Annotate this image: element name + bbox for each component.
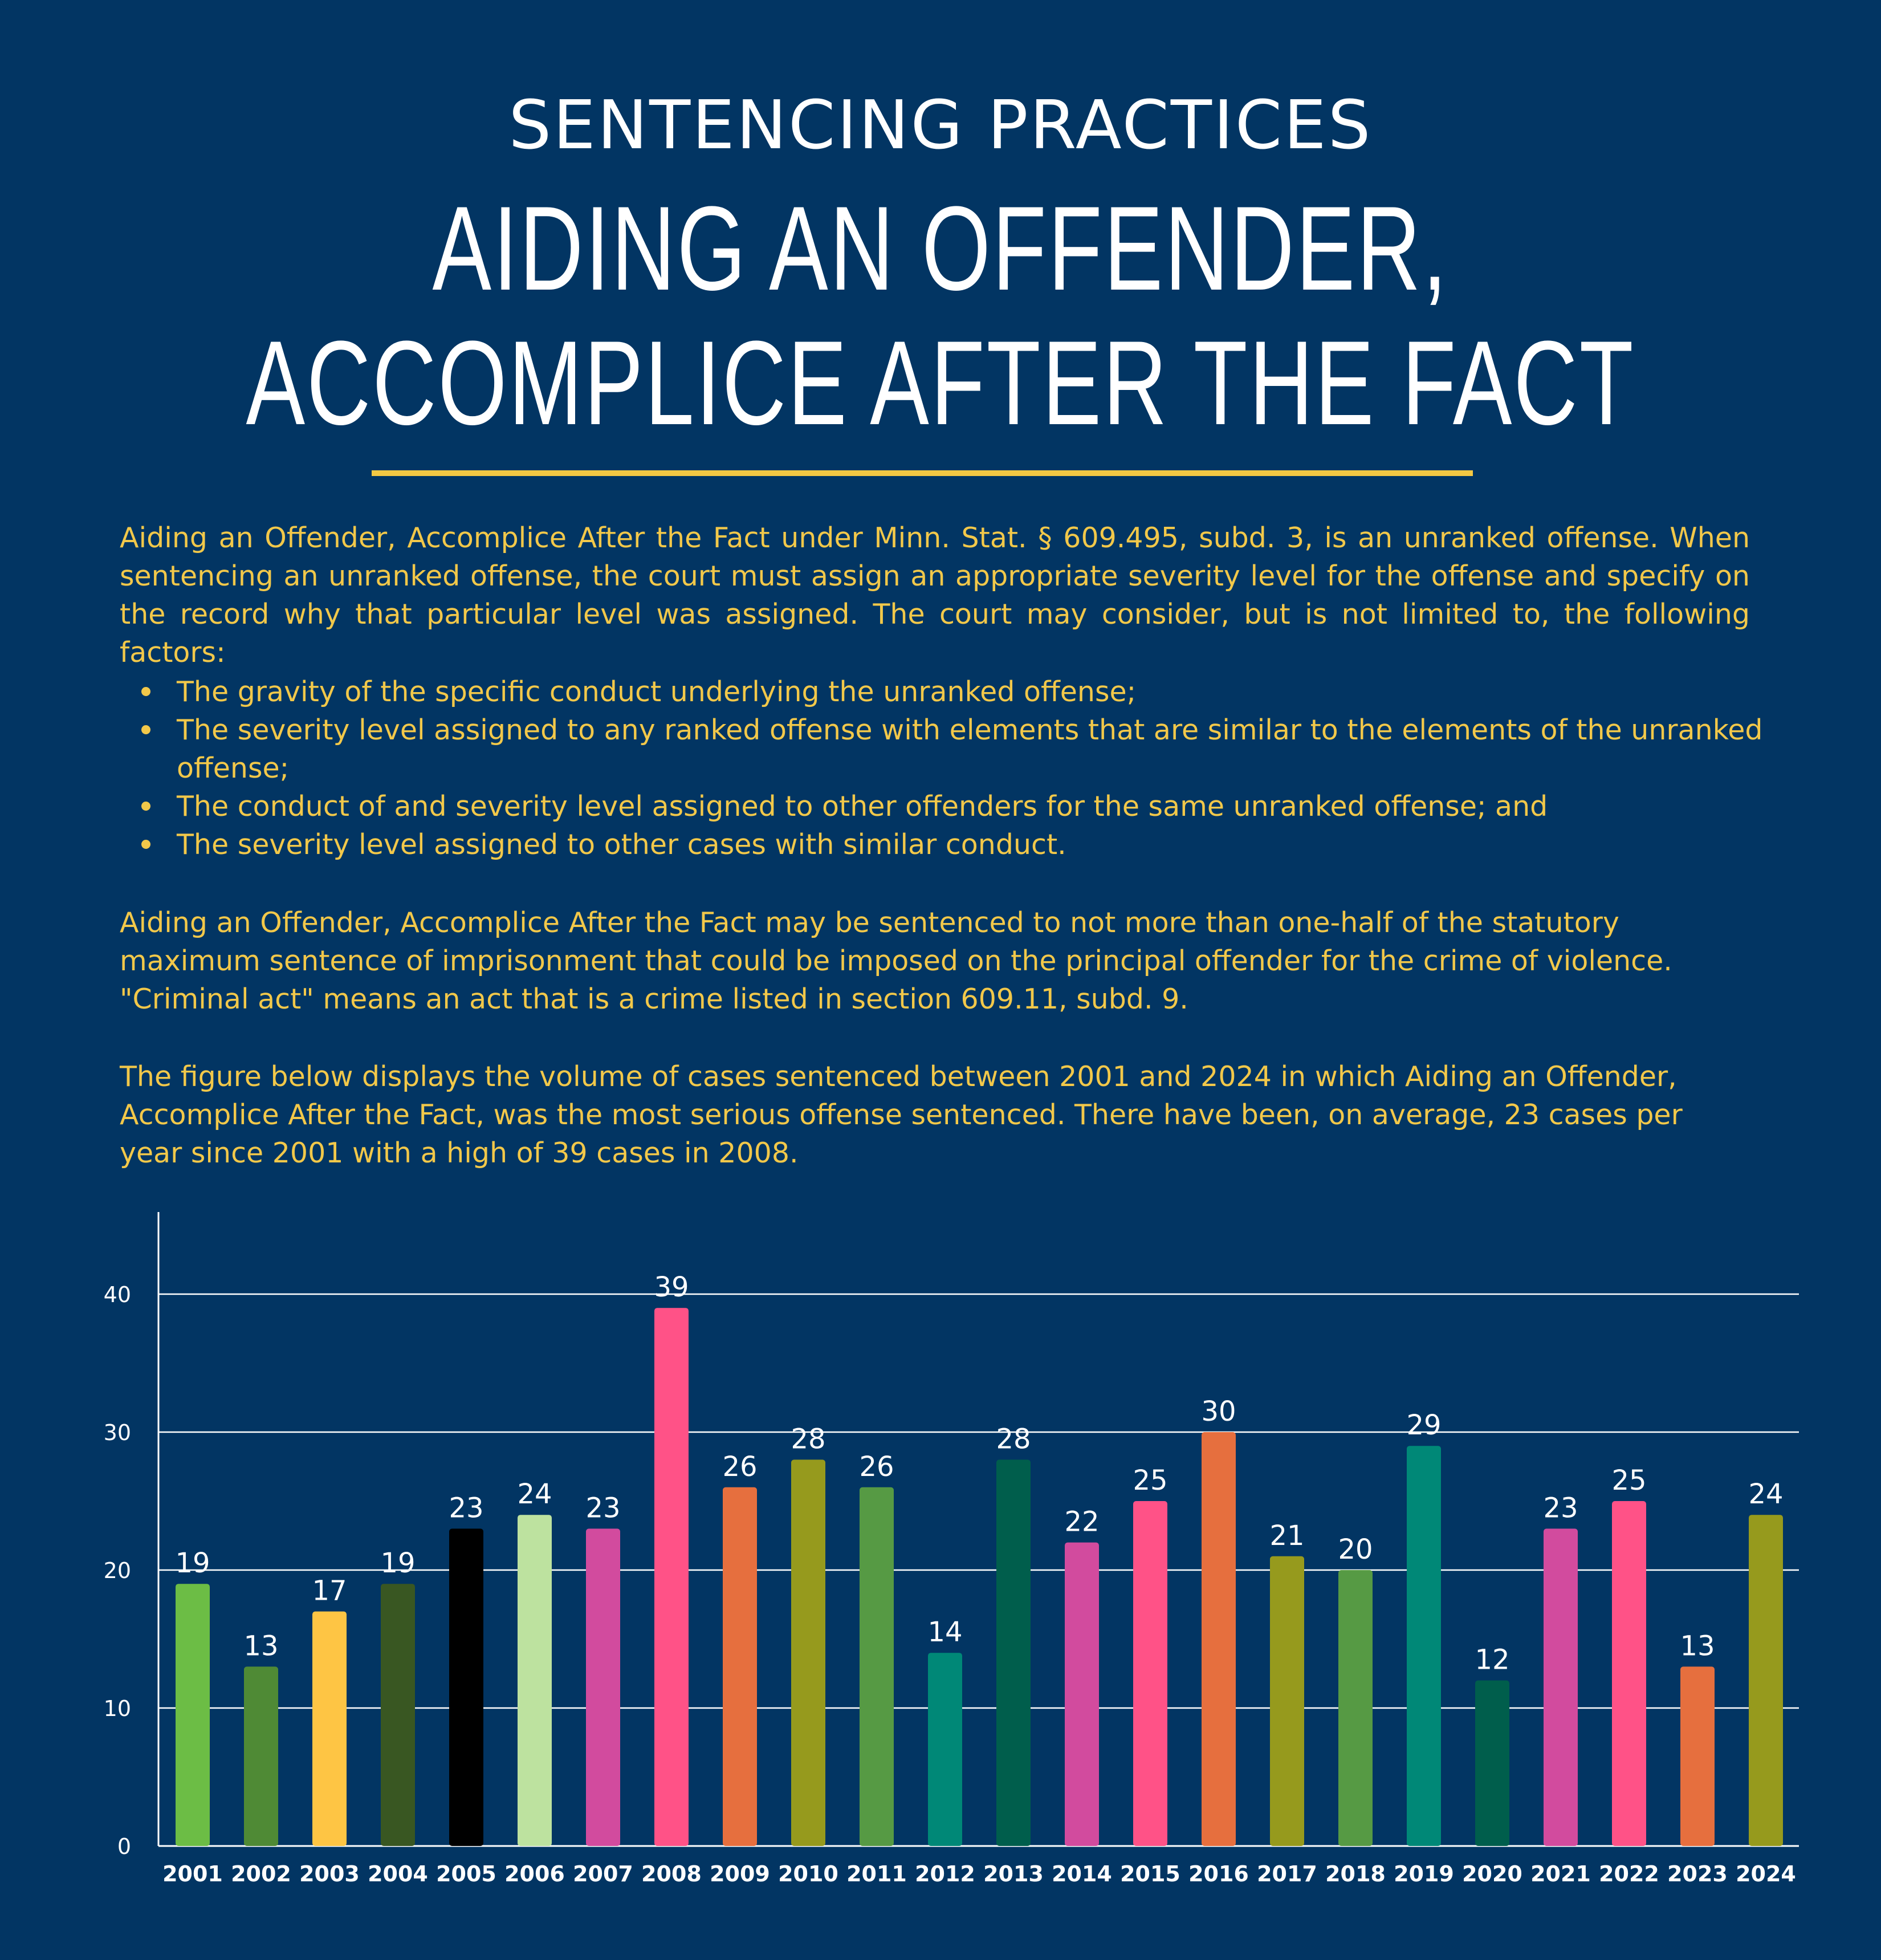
- factor-list: The gravity of the specific conduct unde…: [120, 673, 1807, 864]
- x-tick-label: 2012: [915, 1861, 975, 1886]
- x-tick-label: 2008: [641, 1861, 702, 1886]
- data-label: 19: [380, 1547, 415, 1579]
- bar-2005: [449, 1528, 483, 1846]
- data-label: 13: [1680, 1630, 1715, 1662]
- x-tick-label: 2019: [1394, 1861, 1454, 1886]
- y-tick-label: 30: [104, 1420, 131, 1445]
- bar-2024: [1749, 1515, 1783, 1846]
- data-label: 13: [243, 1630, 278, 1662]
- data-label: 23: [585, 1492, 620, 1524]
- x-tick-label: 2024: [1736, 1861, 1796, 1886]
- bar-2013: [996, 1459, 1031, 1846]
- x-tick-label: 2002: [231, 1861, 291, 1886]
- bar-2022: [1612, 1501, 1646, 1846]
- bar-2020: [1475, 1680, 1509, 1846]
- x-tick-label: 2021: [1530, 1861, 1591, 1886]
- bar-2007: [586, 1528, 620, 1846]
- bar-2017: [1270, 1556, 1304, 1846]
- factor-item: The conduct of and severity level assign…: [141, 787, 1807, 826]
- bar-2018: [1338, 1570, 1373, 1846]
- data-label: 12: [1475, 1644, 1509, 1676]
- x-tick-label: 2009: [710, 1861, 770, 1886]
- bar-2016: [1202, 1432, 1236, 1846]
- factor-item: The severity level assigned to other cas…: [141, 826, 1807, 864]
- data-label: 28: [791, 1423, 825, 1455]
- x-tick-label: 2018: [1325, 1861, 1386, 1886]
- data-label: 26: [859, 1451, 894, 1483]
- sentence-limit-paragraph: Aiding an Offender, Accomplice After the…: [120, 906, 1672, 1015]
- bar-2019: [1407, 1446, 1441, 1846]
- data-label: 19: [175, 1547, 210, 1579]
- data-label: 29: [1406, 1409, 1441, 1441]
- x-tick-label: 2004: [368, 1861, 428, 1886]
- x-tick-label: 2010: [778, 1861, 838, 1886]
- x-tick-label: 2022: [1599, 1861, 1659, 1886]
- data-label: 39: [654, 1271, 689, 1303]
- data-label: 14: [927, 1616, 962, 1648]
- bar-2021: [1544, 1528, 1578, 1846]
- bar-2023: [1680, 1666, 1715, 1846]
- bar-2006: [518, 1515, 552, 1846]
- bar-2001: [176, 1584, 210, 1846]
- bar-2010: [791, 1459, 825, 1846]
- data-label: 23: [449, 1492, 483, 1524]
- x-tick-label: 2017: [1257, 1861, 1317, 1886]
- data-label: 26: [722, 1451, 757, 1483]
- figure-description-paragraph: The figure below displays the volume of …: [120, 1060, 1683, 1169]
- x-tick-label: 2005: [436, 1861, 496, 1886]
- bar-2014: [1065, 1542, 1099, 1846]
- x-tick-label: 2016: [1188, 1861, 1249, 1886]
- bar-2008: [654, 1308, 689, 1846]
- data-label: 24: [1748, 1478, 1783, 1510]
- factor-item: The gravity of the specific conduct unde…: [141, 673, 1807, 711]
- data-label: 22: [1064, 1506, 1099, 1538]
- y-tick-label: 20: [104, 1558, 131, 1583]
- bar-2009: [723, 1487, 757, 1846]
- x-tick-label: 2020: [1462, 1861, 1522, 1886]
- x-tick-label: 2014: [1052, 1861, 1112, 1886]
- bar-2012: [928, 1653, 962, 1846]
- title-line-2: ACCOMPLICE AFTER THE FACT: [246, 316, 1635, 450]
- data-label: 28: [996, 1423, 1031, 1455]
- title-underline: [372, 470, 1473, 476]
- title-line-1: AIDING AN OFFENDER,: [432, 181, 1449, 315]
- data-label: 17: [312, 1575, 347, 1607]
- x-tick-label: 2001: [162, 1861, 223, 1886]
- factor-item: The severity level assigned to any ranke…: [141, 711, 1807, 787]
- data-label: 25: [1133, 1465, 1167, 1497]
- x-tick-label: 2011: [846, 1861, 907, 1886]
- page-subtitle: SENTENCING PRACTICES: [508, 86, 1373, 164]
- data-label: 30: [1201, 1396, 1236, 1428]
- x-tick-label: 2015: [1120, 1861, 1180, 1886]
- bar-2003: [312, 1611, 347, 1846]
- x-tick-label: 2006: [504, 1861, 565, 1886]
- x-tick-label: 2007: [573, 1861, 633, 1886]
- data-label: 25: [1611, 1465, 1646, 1497]
- data-label: 24: [517, 1478, 552, 1510]
- y-tick-label: 0: [117, 1834, 131, 1859]
- data-label: 23: [1543, 1492, 1578, 1524]
- x-tick-label: 2013: [983, 1861, 1044, 1886]
- cases-bar-chart: 0 10 20 30 40 19 2001 13 2002 17 2003 19 2004 23 2005 2…: [104, 1212, 1799, 1886]
- page-title: AIDING AN OFFENDER, ACCOMPLICE AFTER THE…: [245, 181, 1636, 450]
- bar-2004: [381, 1584, 415, 1846]
- x-tick-label: 2023: [1667, 1861, 1728, 1886]
- bar-2011: [860, 1487, 894, 1846]
- y-tick-label: 10: [104, 1696, 131, 1721]
- data-label: 21: [1269, 1520, 1304, 1552]
- bar-2002: [244, 1666, 278, 1846]
- data-label: 20: [1338, 1534, 1373, 1565]
- intro-paragraph: Aiding an Offender, Accomplice After the…: [120, 522, 1750, 669]
- y-tick-label: 40: [104, 1282, 131, 1307]
- x-tick-label: 2003: [299, 1861, 360, 1886]
- bar-2015: [1133, 1501, 1167, 1846]
